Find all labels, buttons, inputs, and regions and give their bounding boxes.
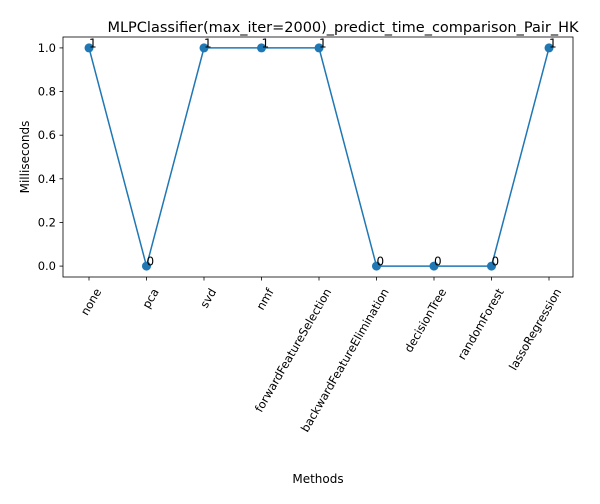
- data-point: [257, 43, 266, 53]
- y-tick-label: 0.0: [38, 259, 56, 273]
- x-tick-label: svd: [197, 286, 219, 310]
- data-point: [199, 43, 209, 53]
- data-label: 0: [492, 255, 500, 269]
- y-tick-label: 1.0: [38, 41, 56, 55]
- y-tick-label: 0.4: [38, 172, 56, 186]
- data-point: [372, 261, 381, 271]
- y-axis-label: Milliseconds: [18, 121, 32, 194]
- y-tick-label: 0.6: [38, 128, 56, 142]
- x-tick-label: none: [78, 286, 104, 318]
- data-label: 1: [319, 36, 327, 50]
- y-tick-label: 0.2: [38, 215, 56, 229]
- data-label: 1: [549, 36, 557, 50]
- data-label: 1: [89, 36, 97, 50]
- plot-frame: [62, 36, 574, 278]
- data-point: [429, 261, 439, 271]
- data-point: [84, 43, 94, 53]
- data-layer: 1 0 1 1 1 0 0 0 1: [84, 36, 557, 271]
- x-tick-label: decisionTree: [401, 286, 449, 355]
- data-point: [487, 261, 496, 271]
- data-point: [142, 261, 151, 271]
- x-tick-label: nmf: [253, 285, 277, 312]
- x-tick-label: lassoRegression: [506, 286, 564, 373]
- data-label: 0: [377, 255, 385, 269]
- data-label: 0: [434, 255, 442, 269]
- data-label: 0: [147, 255, 155, 269]
- x-tick-label: randomForest: [455, 285, 507, 362]
- chart-title: MLPClassifier(max_iter=2000)_predict_tim…: [107, 20, 579, 36]
- x-axis-label: Methods: [292, 472, 343, 486]
- y-tick-label: 0.8: [38, 85, 56, 99]
- data-point: [314, 43, 324, 53]
- series-line: [88, 47, 550, 270]
- data-point: [544, 43, 554, 53]
- data-label: 1: [204, 36, 212, 50]
- x-tick-label: pca: [139, 286, 161, 311]
- data-label: 1: [262, 36, 270, 50]
